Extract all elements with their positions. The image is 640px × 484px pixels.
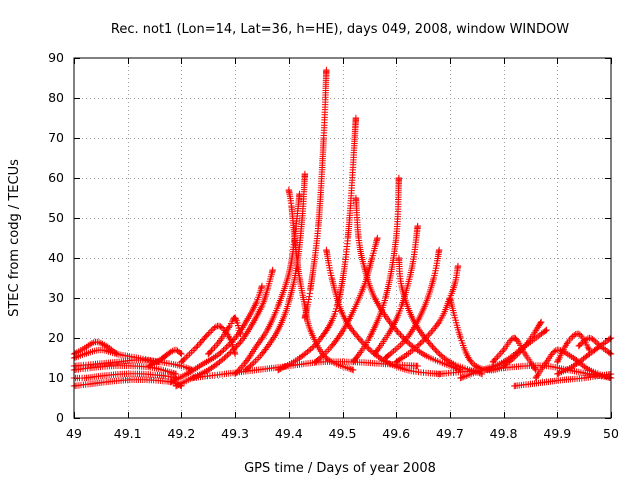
y-tick-label: 50 xyxy=(48,210,64,225)
x-tick-label: 49 xyxy=(66,426,82,441)
plot-frame xyxy=(73,57,612,419)
x-tick-label: 49.5 xyxy=(329,426,357,441)
x-tick-label: 49.9 xyxy=(543,426,571,441)
data-arc-arc-15 xyxy=(301,66,330,322)
y-tick-label: 30 xyxy=(48,290,64,305)
y-tick-label: 20 xyxy=(48,330,64,345)
chart-title: Rec. not1 (Lon=14, Lat=36, h=HE), days 0… xyxy=(111,22,569,37)
data-arc-arc-22 xyxy=(371,222,421,358)
y-tick-label: 60 xyxy=(48,170,64,185)
x-tick-label: 50 xyxy=(603,426,619,441)
y-axis-label: STEC from codg / TECUs xyxy=(7,159,22,317)
data-arc-arc-30 xyxy=(554,330,593,366)
axis-ticks: 49 49.1 49.2 49.3 49.4 49.5 49.6 49.7 49.8 49.9 50… xyxy=(48,50,619,441)
x-tick-label: 49.7 xyxy=(436,426,464,441)
x-tick-label: 49.6 xyxy=(382,426,410,441)
x-tick-label: 49.3 xyxy=(221,426,249,441)
x-tick-label: 49.8 xyxy=(490,426,518,441)
data-arc-arc-18 xyxy=(352,194,464,374)
data-arc-arc-34 xyxy=(188,358,421,382)
data-arc-arc-23 xyxy=(382,246,443,362)
data-arc-arc-32 xyxy=(436,362,615,382)
y-tick-label: 0 xyxy=(56,410,64,425)
x-axis-label: GPS time / Days of year 2008 xyxy=(244,461,436,476)
y-tick-label: 40 xyxy=(48,250,64,265)
x-tick-label: 49.1 xyxy=(114,426,142,441)
y-tick-label: 70 xyxy=(48,130,64,145)
data-arc-arc-11 xyxy=(205,314,244,358)
y-tick-label: 80 xyxy=(48,90,64,105)
data-markers xyxy=(70,66,615,390)
x-tick-label: 49.4 xyxy=(275,426,303,441)
y-tick-label: 10 xyxy=(48,370,64,385)
x-tick-label: 49.2 xyxy=(167,426,195,441)
y-tick-label: 90 xyxy=(48,50,64,65)
data-arc-arc-10 xyxy=(178,322,239,366)
data-arc-arc-7 xyxy=(146,346,185,370)
data-arc-arc-33 xyxy=(554,334,615,378)
data-arc-arc-24 xyxy=(393,262,462,366)
